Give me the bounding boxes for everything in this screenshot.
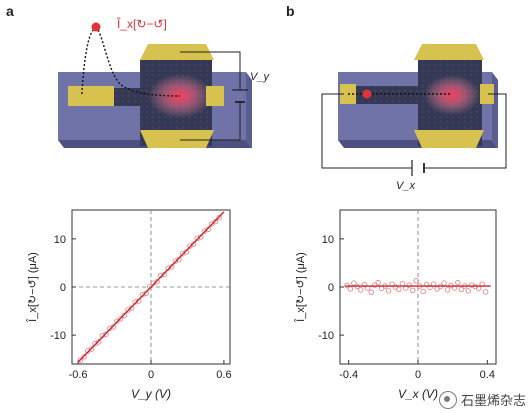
particle-a	[91, 22, 101, 32]
data-point	[128, 305, 135, 311]
data-point	[441, 280, 447, 286]
heat-spot-b	[424, 75, 480, 115]
contact-a-bottom	[140, 130, 214, 148]
y-tick-label: -10	[318, 330, 334, 342]
data-point	[465, 288, 472, 294]
data-point	[205, 226, 211, 232]
x-tick-label: 0	[415, 369, 421, 381]
data-point	[423, 281, 430, 288]
data-point	[88, 346, 95, 352]
particle-b	[362, 89, 372, 99]
data-point	[198, 234, 204, 240]
fit-line	[77, 211, 225, 363]
contact-b-bottom	[414, 130, 484, 148]
contact-a-right	[206, 86, 224, 106]
data-point	[216, 214, 222, 221]
data-point	[358, 287, 364, 293]
x-tick-label: 0	[148, 369, 154, 381]
y-tick-label: 0	[60, 282, 66, 294]
contact-b-right	[480, 84, 494, 104]
data-point	[209, 221, 215, 227]
signal-label-a: Î_x[↻−↺]	[116, 16, 167, 31]
data-point	[110, 324, 117, 330]
data-point	[361, 281, 368, 288]
panel-label-a: a	[6, 3, 14, 19]
y-tick-label: 0	[328, 282, 334, 294]
data-point	[482, 289, 489, 295]
data-point	[154, 278, 160, 285]
x-axis-label: V_y (V)	[131, 387, 171, 401]
data-point	[121, 312, 128, 319]
x-tick-label: 0.6	[216, 369, 231, 381]
watermark-text: 石墨烯杂志	[460, 394, 526, 409]
data-point	[444, 287, 451, 293]
voltage-label-b: V_x	[396, 180, 415, 192]
data-point	[455, 279, 461, 286]
x-tick-label: -0.4	[339, 369, 358, 381]
x-tick-label: 0.4	[480, 369, 495, 381]
y-axis-label: Î_x[↻−↺] (μA)	[294, 252, 307, 323]
data-point	[410, 287, 416, 294]
data-point	[406, 282, 413, 288]
data-point	[117, 316, 124, 322]
schematic-b: V_x	[321, 44, 507, 192]
y-axis-label: Î_x[↻−↺] (μA)	[26, 252, 39, 323]
trajectory-a	[81, 27, 181, 97]
x-axis-label: V_x (V)	[398, 387, 438, 401]
data-point	[396, 286, 402, 293]
data-point	[190, 241, 197, 247]
data-point	[212, 218, 219, 225]
watermark: 石墨烯杂志	[438, 390, 526, 409]
contact-a-top	[140, 44, 214, 60]
data-point	[368, 289, 374, 296]
data-point	[468, 282, 475, 288]
data-point	[375, 279, 381, 286]
chart-b: -0.4 0 0.4 10 0 -10 V_x (V) Î_x[↻−↺] (μA)	[294, 209, 497, 401]
data-point	[399, 280, 406, 287]
voltage-label-a: V_y	[250, 71, 270, 83]
data-point	[114, 318, 120, 324]
data-point	[420, 288, 426, 295]
data-point	[458, 286, 465, 293]
data-point	[95, 339, 102, 345]
y-tick-label: 10	[54, 234, 66, 246]
data-point	[168, 264, 175, 270]
data-point	[385, 288, 392, 294]
schematic-a: Î_x[↻−↺] V_y	[58, 16, 270, 148]
contact-b-top	[414, 44, 484, 60]
panel-label-b: b	[286, 3, 295, 19]
data-point	[143, 290, 149, 297]
y-tick-label: 10	[322, 234, 334, 246]
data-point	[77, 357, 84, 363]
chart-a: -0.6 0 0.6 10 0 -10 V_y (V) Î_x[↻−↺] (μA)	[26, 209, 232, 401]
data-point	[347, 286, 354, 292]
data-point	[81, 354, 87, 360]
data-point	[183, 249, 189, 255]
data-point	[103, 331, 109, 337]
data-point	[161, 271, 168, 278]
wechat-badge-icon	[438, 390, 457, 409]
contact-a-left	[68, 86, 114, 106]
y-tick-label: -10	[50, 330, 66, 342]
data-point	[427, 284, 433, 291]
data-point	[413, 277, 420, 284]
x-tick-label: -0.6	[69, 369, 88, 381]
